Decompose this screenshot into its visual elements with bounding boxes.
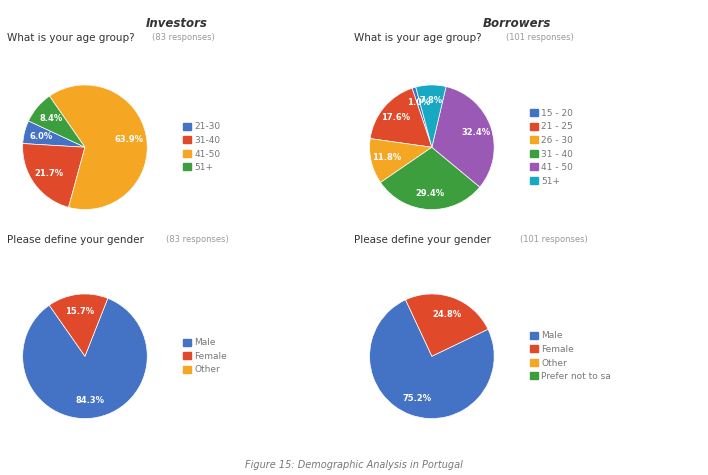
Text: 24.8%: 24.8%: [433, 310, 462, 319]
Legend: Male, Female, Other, Prefer not to sa: Male, Female, Other, Prefer not to sa: [527, 328, 615, 385]
Wedge shape: [50, 294, 108, 356]
Wedge shape: [23, 121, 85, 147]
Text: (101 responses): (101 responses): [506, 33, 574, 42]
Legend: 21-30, 31-40, 41-50, 51+: 21-30, 31-40, 41-50, 51+: [180, 119, 224, 176]
Text: 32.4%: 32.4%: [462, 128, 491, 137]
Text: 21.7%: 21.7%: [34, 169, 63, 178]
Wedge shape: [432, 86, 494, 187]
Legend: Male, Female, Other: Male, Female, Other: [180, 334, 231, 378]
Text: Investors: Investors: [146, 17, 208, 29]
Text: Please define your gender: Please define your gender: [7, 235, 144, 245]
Wedge shape: [23, 298, 147, 418]
Text: 1.0%: 1.0%: [407, 98, 430, 107]
Text: What is your age group?: What is your age group?: [7, 33, 135, 43]
Legend: 15 - 20, 21 - 25, 26 - 30, 31 - 40, 41 - 50, 51+: 15 - 20, 21 - 25, 26 - 30, 31 - 40, 41 -…: [527, 105, 576, 189]
Wedge shape: [370, 139, 432, 182]
Text: 63.9%: 63.9%: [115, 135, 144, 144]
Text: What is your age group?: What is your age group?: [354, 33, 481, 43]
Text: (83 responses): (83 responses): [152, 33, 215, 42]
Text: 6.0%: 6.0%: [30, 132, 53, 141]
Text: (83 responses): (83 responses): [166, 235, 229, 244]
Text: (101 responses): (101 responses): [520, 235, 588, 244]
Text: Please define your gender: Please define your gender: [354, 235, 491, 245]
Wedge shape: [412, 87, 432, 147]
Text: 29.4%: 29.4%: [415, 190, 445, 199]
Text: 84.3%: 84.3%: [76, 396, 105, 405]
Text: Borrowers: Borrowers: [483, 17, 551, 29]
Text: 11.8%: 11.8%: [372, 153, 401, 162]
Text: 7.8%: 7.8%: [420, 96, 442, 105]
Text: 15.7%: 15.7%: [65, 307, 94, 316]
Text: Figure 15: Demographic Analysis in Portugal: Figure 15: Demographic Analysis in Portu…: [245, 460, 463, 470]
Wedge shape: [50, 85, 147, 209]
Text: 17.6%: 17.6%: [382, 113, 411, 122]
Wedge shape: [406, 294, 488, 356]
Wedge shape: [416, 85, 446, 147]
Text: 75.2%: 75.2%: [402, 394, 431, 403]
Text: 8.4%: 8.4%: [39, 114, 62, 123]
Wedge shape: [380, 147, 480, 209]
Wedge shape: [23, 143, 85, 208]
Wedge shape: [370, 300, 494, 418]
Wedge shape: [370, 88, 432, 147]
Wedge shape: [28, 96, 85, 147]
